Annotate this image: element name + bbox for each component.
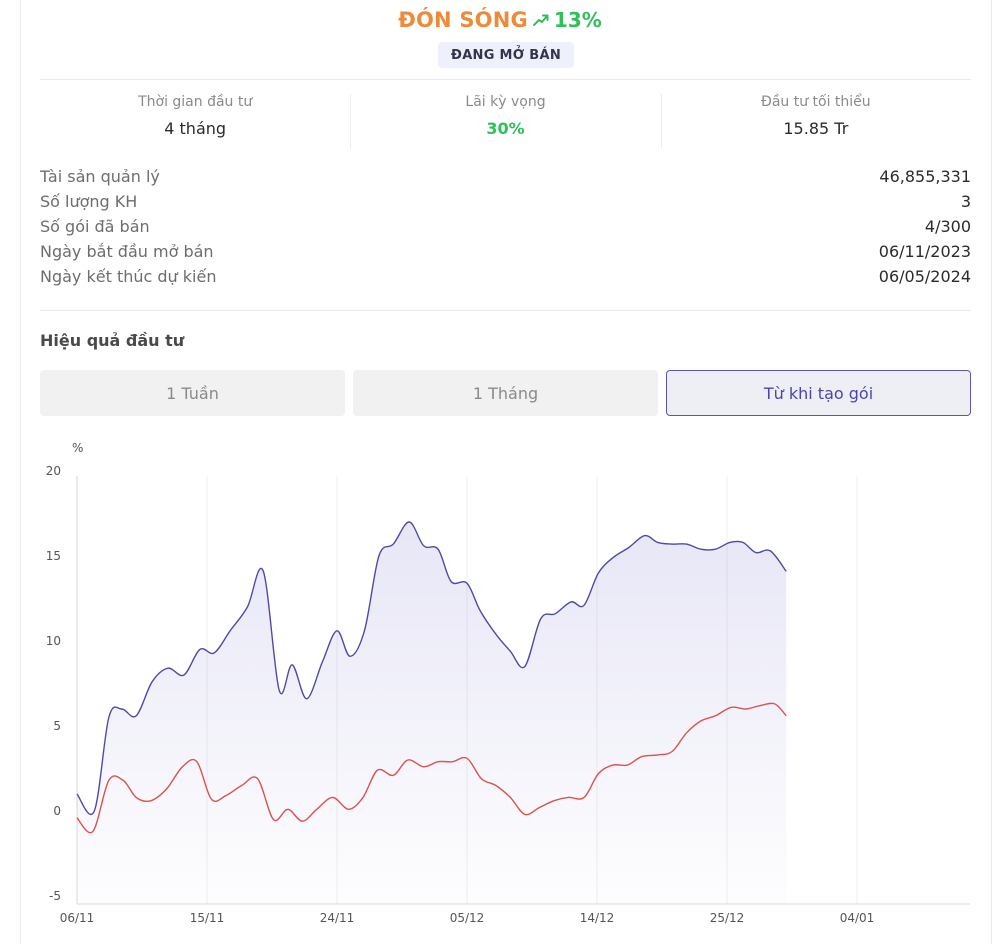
y-tick-label: 20 — [46, 464, 61, 478]
x-tick-label: 06/11 — [60, 911, 95, 925]
performance-chart-svg: % 20 15 10 5 0 -5 06/11 15/11 24/11 05/12 14/12 25/1… — [46, 441, 970, 925]
y-tick-label: 15 — [46, 549, 61, 563]
info-value: 06/05/2024 — [878, 267, 971, 286]
status-badge: ĐANG MỞ BÁN — [438, 42, 574, 68]
period-tabs: 1 Tuần 1 Tháng Từ khi tạo gói — [40, 370, 971, 416]
trending-up-icon — [532, 14, 549, 26]
tab-1-week[interactable]: 1 Tuần — [40, 370, 345, 416]
info-row-aum: Tài sản quản lý 46,855,331 — [40, 164, 971, 189]
stat-min-investment: Đầu tư tối thiểu 15.85 Tr — [660, 92, 971, 152]
stat-label: Lãi kỳ vọng — [465, 94, 546, 110]
key-stats: Thời gian đầu tư 4 tháng Lãi kỳ vọng 30%… — [40, 92, 971, 152]
info-row-packages-sold: Số gói đã bán 4/300 — [40, 214, 971, 239]
x-tick-label: 25/12 — [710, 911, 745, 925]
info-label: Tài sản quản lý — [40, 167, 160, 186]
stat-value: 30% — [486, 119, 525, 138]
tab-1-month[interactable]: 1 Tháng — [353, 370, 658, 416]
x-tick-label: 04/01 — [840, 911, 875, 925]
fund-change-percent: 13% — [553, 8, 602, 32]
y-tick-label: 10 — [46, 634, 61, 648]
info-label: Số gói đã bán — [40, 217, 150, 236]
info-label: Ngày bắt đầu mở bán — [40, 242, 214, 261]
info-label: Số lượng KH — [40, 192, 138, 211]
stat-expected-return: Lãi kỳ vọng 30% — [350, 92, 660, 152]
y-tick-label: -5 — [49, 889, 61, 903]
info-value: 3 — [960, 192, 971, 211]
x-tick-label: 05/12 — [450, 911, 485, 925]
info-row-customers: Số lượng KH 3 — [40, 189, 971, 214]
performance-title: Hiệu quả đầu tư — [40, 331, 185, 350]
info-value: 06/11/2023 — [878, 242, 971, 261]
series-line-0 — [76, 521, 787, 815]
fund-info-list: Tài sản quản lý 46,855,331 Số lượng KH 3… — [40, 164, 971, 289]
stat-duration: Thời gian đầu tư 4 tháng — [40, 92, 350, 152]
stat-label: Thời gian đầu tư — [138, 94, 253, 110]
info-label: Ngày kết thúc dự kiến — [40, 267, 217, 286]
series-line-1 — [76, 702, 787, 834]
series-area-0 — [77, 521, 787, 904]
divider — [40, 79, 971, 80]
divider — [40, 310, 971, 311]
info-value: 46,855,331 — [879, 167, 971, 186]
x-tick-label: 14/12 — [580, 911, 615, 925]
x-tick-label: 15/11 — [190, 911, 225, 925]
x-tick-label: 24/11 — [320, 911, 355, 925]
y-tick-label: 0 — [53, 804, 61, 818]
info-value: 4/300 — [924, 217, 971, 236]
tab-since-inception[interactable]: Từ khi tạo gói — [666, 370, 971, 416]
fund-header: ĐÓN SÓNG 13% — [0, 8, 1000, 32]
stat-value: 4 tháng — [164, 119, 227, 138]
performance-chart: % 20 15 10 5 0 -5 06/11 15/11 24/11 05/12 14/12 25/1… — [0, 430, 1000, 944]
info-row-end-date: Ngày kết thúc dự kiến 06/05/2024 — [40, 264, 971, 289]
y-tick-label: 5 — [53, 719, 61, 733]
stat-value: 15.85 Tr — [783, 119, 849, 138]
info-row-start-date: Ngày bắt đầu mở bán 06/11/2023 — [40, 239, 971, 264]
fund-name: ĐÓN SÓNG — [398, 8, 528, 32]
y-axis-unit-label: % — [72, 441, 83, 455]
stat-label: Đầu tư tối thiểu — [760, 94, 871, 110]
